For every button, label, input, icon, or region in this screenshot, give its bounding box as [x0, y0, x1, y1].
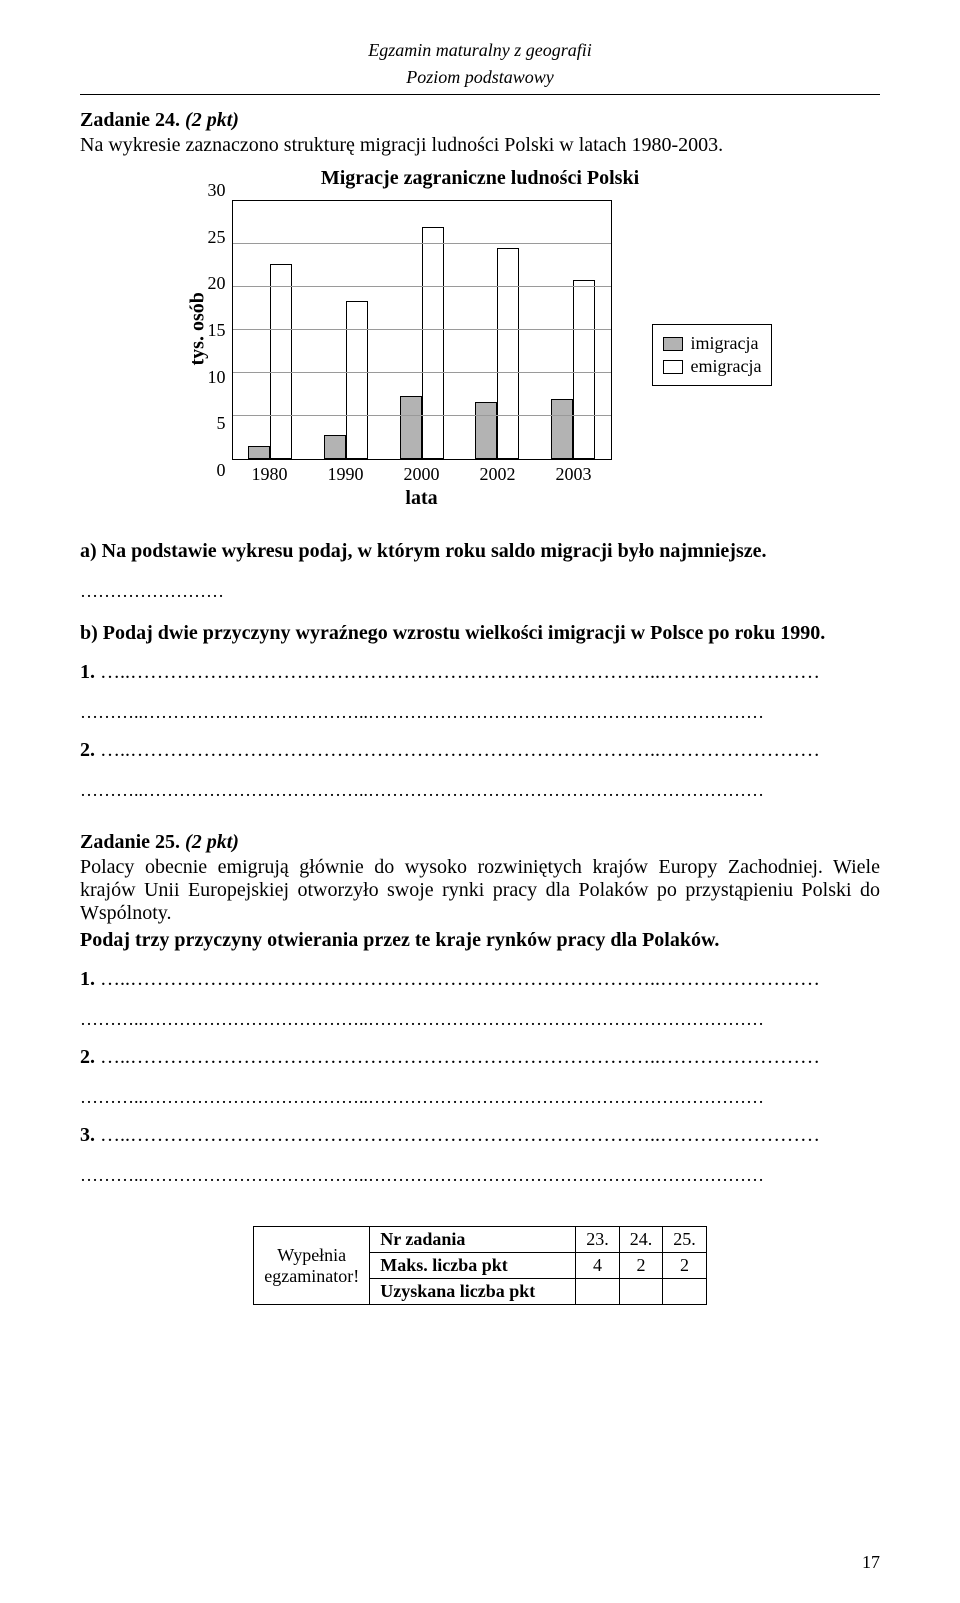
chart-bars	[233, 201, 611, 459]
task24-qa: a) Na podstawie wykresu podaj, w którym …	[80, 540, 880, 563]
chart: tys. osób 302520151050 19801990200020022…	[80, 200, 880, 510]
legend-item: emigracja	[663, 356, 762, 377]
chart-bar-group	[459, 201, 535, 459]
dots: …..……………………………………………………………………..……………………	[95, 739, 820, 761]
chart-gridline	[233, 415, 611, 416]
answer-line: 2. …..……………………………………………………………………..…………………	[80, 739, 880, 762]
page-number: 17	[862, 1552, 880, 1573]
score-got-2	[663, 1279, 707, 1305]
chart-bar	[270, 264, 292, 459]
chart-bar-group	[384, 201, 460, 459]
score-task-1: 24.	[619, 1227, 663, 1253]
chart-bar	[248, 446, 270, 459]
chart-bar	[422, 227, 444, 459]
chart-bar	[551, 399, 573, 459]
answer-line: ……………………	[80, 581, 880, 602]
chart-title: Migracje zagraniczne ludności Polski	[80, 167, 880, 190]
chart-bar	[346, 301, 368, 459]
dots: …..……………………………………………………………………..……………………	[95, 968, 820, 990]
score-max-0: 4	[576, 1253, 620, 1279]
legend-label: imigracja	[691, 333, 759, 354]
legend-item: imigracja	[663, 333, 762, 354]
chart-main: 302520151050 19801990200020022003 lata	[208, 200, 612, 510]
task25-title: Zadanie 25. (2 pkt)	[80, 831, 880, 854]
chart-ylabel: tys. osób	[186, 345, 209, 365]
score-got-0	[576, 1279, 620, 1305]
task24-title-prefix: Zadanie 24.	[80, 109, 180, 131]
chart-gridline	[233, 329, 611, 330]
answer-line: ………..………………………………..…………………………………………………………	[80, 780, 880, 801]
legend-swatch	[663, 337, 683, 351]
task24-title-pts: (2 pkt)	[185, 109, 239, 131]
chart-bar-group	[308, 201, 384, 459]
page: Egzamin maturalny z geografii Poziom pod…	[0, 0, 960, 1603]
header-line1: Egzamin maturalny z geografii	[80, 40, 880, 61]
score-task-2: 25.	[663, 1227, 707, 1253]
chart-gridline	[233, 372, 611, 373]
answer-line: 1. …..……………………………………………………………………..…………………	[80, 661, 880, 684]
chart-bar-group	[535, 201, 611, 459]
header-line2: Poziom podstawowy	[80, 67, 880, 88]
score-side1: Wypełnia	[277, 1245, 346, 1265]
score-row-got: Uzyskana liczba pkt	[370, 1279, 576, 1305]
chart-bar	[475, 402, 497, 459]
chart-xaxis: 19801990200020022003	[232, 464, 612, 485]
answer-line: ………..………………………………..…………………………………………………………	[80, 1087, 880, 1108]
answer-line: 3. …..……………………………………………………………………..…………………	[80, 1124, 880, 1147]
dots: …..……………………………………………………………………..……………………	[95, 1124, 820, 1146]
chart-xtick: 2003	[536, 464, 612, 485]
score-task-0: 23.	[576, 1227, 620, 1253]
chart-yaxis: 302520151050	[208, 190, 232, 470]
task24-intro: Na wykresie zaznaczono strukturę migracj…	[80, 134, 880, 157]
answer-line: 2. …..……………………………………………………………………..…………………	[80, 1046, 880, 1069]
chart-xlabel: lata	[232, 487, 612, 510]
task25-body: Polacy obecnie emigrują głównie do wysok…	[80, 856, 880, 925]
answer-line: ………..………………………………..…………………………………………………………	[80, 1165, 880, 1186]
chart-bar	[324, 435, 346, 459]
score-row-task: Nr zadania	[370, 1227, 576, 1253]
chart-gridline	[233, 243, 611, 244]
score-max-2: 2	[663, 1253, 707, 1279]
score-got-1	[619, 1279, 663, 1305]
legend-swatch	[663, 360, 683, 374]
chart-legend: imigracjaemigracja	[652, 324, 773, 386]
chart-bar-group	[233, 201, 309, 459]
num-2: 2.	[80, 1046, 95, 1068]
dots: …..……………………………………………………………………..……………………	[95, 1046, 820, 1068]
score-side2: egzaminator!	[264, 1266, 359, 1286]
chart-xtick: 1980	[232, 464, 308, 485]
num-3: 3.	[80, 1124, 95, 1146]
chart-bar	[497, 248, 519, 459]
answer-line: ………..………………………………..…………………………………………………………	[80, 702, 880, 723]
answer-line: ………..………………………………..…………………………………………………………	[80, 1009, 880, 1030]
task24-title: Zadanie 24. (2 pkt)	[80, 109, 880, 132]
chart-bar	[400, 396, 422, 459]
chart-xtick: 1990	[308, 464, 384, 485]
chart-gridline	[233, 286, 611, 287]
chart-xtick: 2000	[384, 464, 460, 485]
legend-label: emigracja	[691, 356, 762, 377]
num-2: 2.	[80, 739, 95, 761]
header-rule	[80, 94, 880, 95]
dots: …..……………………………………………………………………..……………………	[95, 661, 820, 683]
answer-line: 1. …..……………………………………………………………………..…………………	[80, 968, 880, 991]
num-1: 1.	[80, 968, 95, 990]
chart-bar	[573, 280, 595, 459]
score-side-label: Wypełnia egzaminator!	[254, 1227, 370, 1305]
chart-xtick: 2002	[460, 464, 536, 485]
score-row-max: Maks. liczba pkt	[370, 1253, 576, 1279]
task24-qb: b) Podaj dwie przyczyny wyraźnego wzrost…	[80, 622, 880, 645]
task25-instr: Podaj trzy przyczyny otwierania przez te…	[80, 929, 880, 952]
task25-title-pts: (2 pkt)	[185, 831, 239, 853]
num-1: 1.	[80, 661, 95, 683]
chart-plot	[232, 200, 612, 460]
score-table: Wypełnia egzaminator! Nr zadania 23. 24.…	[253, 1226, 706, 1305]
score-max-1: 2	[619, 1253, 663, 1279]
task25-title-prefix: Zadanie 25.	[80, 831, 180, 853]
